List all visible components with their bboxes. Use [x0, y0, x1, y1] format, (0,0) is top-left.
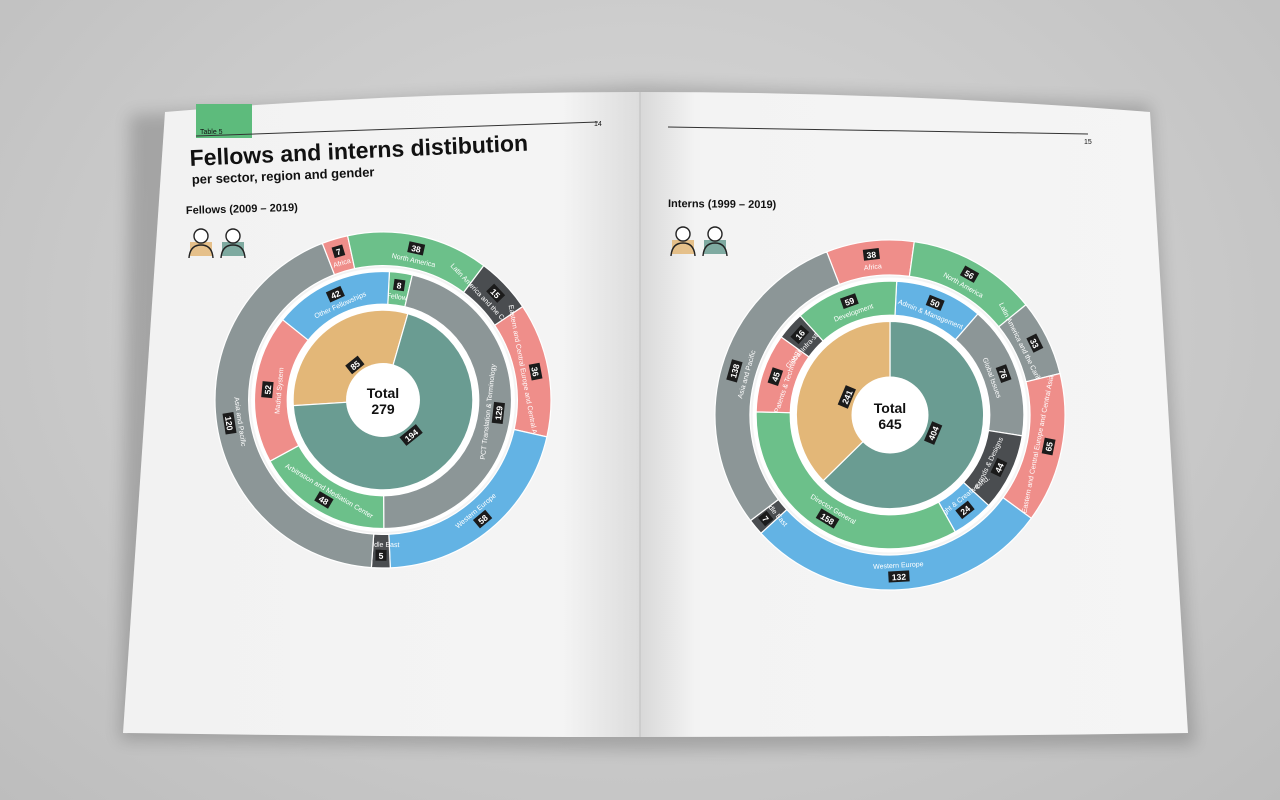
region-eastern-and-central-europe-and-central-asia-value-badge — [1041, 437, 1056, 456]
gender-0-value-badge — [345, 355, 365, 375]
female-person-icon — [220, 228, 246, 259]
region-africa-value-label: 38 — [866, 249, 877, 260]
region-asia-and-pacific-value-badge — [726, 359, 743, 383]
sector-brands-designs-value-badge — [990, 457, 1008, 478]
header-rule-right — [667, 126, 1089, 135]
region-middle-east-name-label: Middle East — [363, 542, 400, 549]
page-number-left: 14 — [594, 121, 602, 128]
region-eastern-and-central-europe-and-central-asia-value-label: 65 — [1043, 441, 1055, 452]
sector-patents-technology-value-badge — [767, 367, 784, 386]
region-western-europe-value-badge — [472, 509, 493, 529]
center-total-label: Total — [874, 400, 906, 416]
sector-indigenous-fellow-tk-division-value-label: 8 — [396, 280, 402, 291]
sector-global-infra-structure-value-badge — [790, 324, 810, 345]
sector-global-issues-value-badge — [995, 364, 1012, 384]
sector-pct-translation-terminology-value-badge — [491, 401, 505, 425]
interns-chart-title: Interns (1999 – 2019) — [668, 198, 777, 211]
sector-admin-management-value-label: 50 — [929, 297, 942, 310]
gender-0-value-badge — [924, 421, 943, 445]
female-person-icon — [702, 226, 728, 257]
sector-copyright-creative-ind-value-badge — [955, 500, 975, 520]
sector-arbitration-and-mediation-center-value-badge — [314, 491, 334, 509]
region-asia-and-pacific-segment — [714, 251, 841, 522]
sector-madrid-system-value-badge — [261, 381, 274, 399]
region-africa-value-badge — [862, 247, 880, 261]
region-asia-and-pacific-value-label: 120 — [223, 416, 235, 432]
region-asia-and-pacific-segment — [214, 242, 375, 569]
region-eastern-and-central-europe-and-central-asia-value-label: 36 — [529, 366, 541, 377]
male-person-icon — [670, 226, 696, 257]
page-number-right: 15 — [1084, 139, 1092, 146]
table-tag: Table 5 — [200, 129, 223, 136]
sector-other-fellowships-value-badge — [325, 285, 345, 303]
region-middle-east-value-label: 5 — [379, 551, 384, 561]
region-eastern-and-central-europe-and-central-asia-value-badge — [528, 362, 543, 381]
center-total-label: Total — [367, 385, 399, 401]
sector-global-issues-value-label: 76 — [997, 368, 1010, 381]
interns-gender-icons — [670, 226, 728, 257]
center-total-value: 279 — [371, 401, 395, 417]
header-rule-left — [195, 121, 599, 137]
region-north-america-value-badge — [959, 265, 980, 283]
sector-madrid-system-name-label: Madrid System — [274, 367, 285, 414]
center-disc — [851, 376, 929, 454]
sector-indigenous-fellow-tk-division-value-badge — [392, 278, 406, 292]
sector-admin-management-value-badge — [925, 294, 945, 311]
sector-development-value-badge — [839, 293, 859, 309]
sector-brands-designs-value-label: 44 — [993, 461, 1006, 474]
fellows-chart-title: Fellows (2009 – 2019) — [186, 202, 299, 217]
sector-pct-translation-terminology-segment — [382, 274, 513, 530]
region-africa-value-badge — [331, 244, 346, 259]
region-africa-name-label: Africa — [333, 258, 352, 270]
region-latin-america-and-the-caribbean-value-badge — [1026, 333, 1044, 353]
center-total-value: 645 — [878, 416, 902, 432]
gender-1-value-badge — [399, 424, 423, 446]
sector-development-segment — [799, 280, 898, 342]
sector-patents-technology-value-label: 45 — [770, 370, 783, 382]
region-western-europe-value-badge — [888, 570, 910, 583]
region-asia-and-pacific-value-badge — [222, 412, 237, 435]
region-north-america-value-label: 56 — [963, 268, 976, 281]
region-latin-america-and-the-caribbean-value-label: 33 — [1028, 337, 1041, 350]
region-middle-east-value-badge — [758, 510, 774, 527]
sector-development-value-label: 59 — [843, 295, 856, 308]
sector-other-fellowships-value-label: 42 — [329, 288, 342, 301]
sector-director-general-value-badge — [815, 508, 840, 529]
region-north-america-value-badge — [407, 241, 426, 256]
region-africa-value-label: 7 — [335, 246, 343, 257]
fellows-gender-icons — [188, 228, 246, 259]
region-africa-name-label: Africa — [864, 263, 883, 272]
region-middle-east-value-label: 7 — [760, 514, 771, 524]
sector-other-fellowships-segment — [281, 270, 391, 342]
region-latin-america-and-the-caribbean-value-badge — [486, 283, 506, 303]
sector-madrid-system-value-label: 52 — [262, 384, 273, 395]
region-asia-and-pacific-value-label: 138 — [728, 363, 742, 380]
gender-1-value-badge — [837, 385, 856, 409]
region-north-america-value-label: 38 — [410, 243, 422, 255]
region-middle-east-value-badge — [375, 549, 387, 561]
sector-pct-translation-terminology-value-label: 129 — [493, 405, 505, 420]
center-disc — [346, 363, 420, 437]
table-tag-box — [196, 104, 252, 138]
region-western-europe-value-label: 132 — [892, 572, 907, 583]
male-person-icon — [188, 228, 214, 259]
region-western-europe-name-label: Western Europe — [873, 561, 924, 571]
